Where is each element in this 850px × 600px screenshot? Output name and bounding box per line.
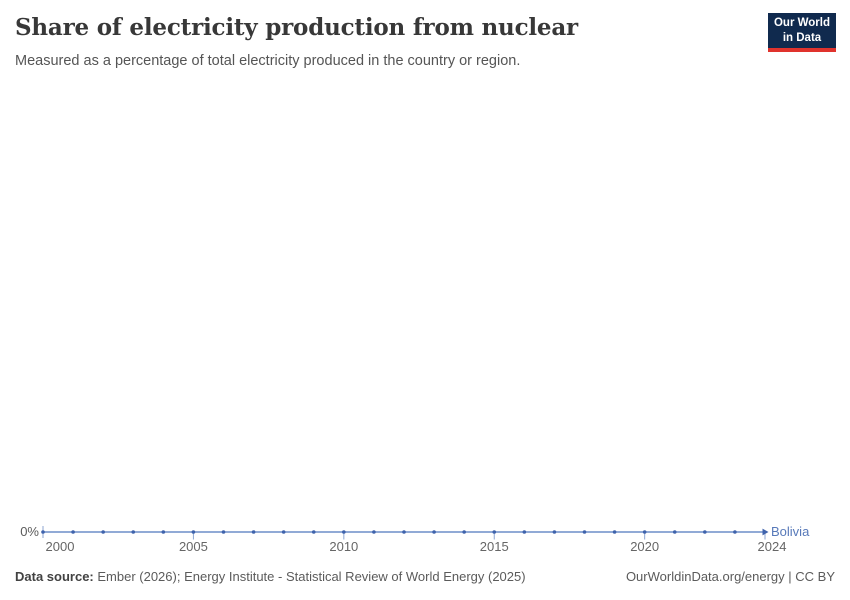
data-point-2013[interactable]: [432, 530, 436, 534]
data-point-2020[interactable]: [642, 530, 647, 534]
data-point-2016[interactable]: [522, 530, 527, 534]
chart-subtitle: Measured as a percentage of total electr…: [15, 53, 521, 69]
chart-title: Share of electricity production from nuc…: [15, 14, 578, 41]
x-axis-label-2010: 2010: [329, 539, 359, 554]
data-point-2012[interactable]: [402, 530, 406, 534]
data-point-2003[interactable]: [131, 530, 136, 534]
x-axis-label-2024: 2024: [757, 539, 787, 554]
data-point-2001[interactable]: [71, 530, 75, 534]
x-axis-label-2015: 2015: [479, 539, 509, 554]
data-point-2021[interactable]: [672, 530, 677, 534]
owid-url-link[interactable]: OurWorldinData.org/energy | CC BY: [625, 569, 835, 584]
data-point-2014[interactable]: [462, 530, 466, 534]
data-point-2019[interactable]: [612, 530, 617, 534]
data-point-2022[interactable]: [703, 530, 707, 534]
data-point-2004[interactable]: [161, 530, 166, 534]
chart-footer: Data source: Ember (2026); Energy Instit…: [15, 569, 835, 584]
data-point-2011[interactable]: [372, 530, 376, 534]
data-point-2006[interactable]: [221, 530, 226, 534]
data-point-2010[interactable]: [342, 530, 346, 534]
data-point-2007[interactable]: [251, 530, 256, 534]
data-point-2024[interactable]: [762, 528, 769, 536]
data-point-2018[interactable]: [582, 530, 587, 534]
data-source-text: Ember (2026); Energy Institute - Statist…: [93, 569, 526, 584]
data-point-2008[interactable]: [281, 530, 286, 534]
x-axis-label-2020: 2020: [630, 539, 660, 554]
x-axis-label-2005: 2005: [178, 539, 208, 554]
data-point-2000[interactable]: [41, 530, 45, 534]
data-point-2009[interactable]: [311, 530, 316, 534]
owid-logo-line1: Our World: [773, 17, 830, 30]
data-source-label: Data source:: [15, 569, 94, 584]
data-point-2023[interactable]: [733, 530, 737, 534]
y-axis-tick-label: 0%: [20, 524, 39, 539]
series-label-bolivia[interactable]: Bolivia: [771, 524, 810, 539]
owid-logo-redbar: [768, 48, 836, 52]
data-source-note: Data source: Ember (2026); Energy Instit…: [15, 569, 526, 584]
data-point-2017[interactable]: [552, 530, 557, 534]
owid-logo-text: Our World in Data: [768, 13, 836, 48]
data-point-2015[interactable]: [492, 530, 497, 534]
data-point-2005[interactable]: [191, 530, 196, 534]
owid-logo[interactable]: Our World in Data: [768, 13, 836, 52]
owid-logo-line2: in Data: [782, 31, 822, 44]
data-point-2002[interactable]: [101, 530, 105, 534]
x-axis-label-2000: 2000: [45, 539, 75, 554]
